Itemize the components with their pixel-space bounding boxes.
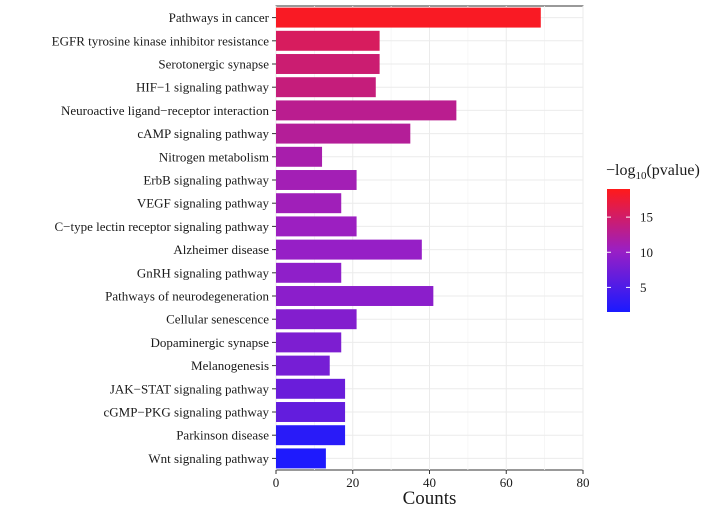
bar: [276, 30, 380, 51]
legend-ticks: 5 10 15: [607, 210, 653, 295]
x-tick-label: 20: [346, 475, 359, 490]
bar: [276, 193, 342, 214]
category-label: Serotonergic synapse: [158, 57, 269, 72]
x-tick-label: 60: [500, 475, 513, 490]
x-tick-label: 40: [423, 475, 436, 490]
category-label: VEGF signaling pathway: [137, 196, 270, 211]
category-label: Nitrogen metabolism: [159, 149, 269, 164]
bar: [276, 54, 380, 74]
bar: [276, 425, 346, 446]
category-label: Dopaminergic synapse: [150, 335, 269, 350]
category-label: ErbB signaling pathway: [143, 173, 269, 188]
category-label: Melanogenesis: [191, 358, 269, 373]
category-label: C−type lectin receptor signaling pathway: [54, 219, 269, 234]
category-label: Wnt signaling pathway: [148, 451, 269, 466]
category-label: Cellular senescence: [166, 312, 269, 327]
x-axis-title: Counts: [403, 488, 457, 509]
bar: [276, 378, 346, 399]
category-label: Alzheimer disease: [173, 242, 269, 257]
category-label: EGFR tyrosine kinase inhibitor resistanc…: [52, 33, 270, 48]
category-label: Parkinson disease: [176, 428, 269, 443]
bar: [276, 170, 357, 190]
bar: [276, 309, 357, 330]
category-label: cAMP signaling pathway: [137, 126, 269, 141]
x-axis-ticks: 0 20 40 60 80: [273, 470, 590, 490]
category-label: GnRH signaling pathway: [137, 265, 270, 280]
bar: [276, 146, 323, 167]
bar: [276, 448, 326, 469]
category-label: JAK−STAT signaling pathway: [110, 381, 270, 396]
bar: [276, 332, 342, 353]
legend-title: −log10(pvalue): [606, 162, 700, 182]
bar: [276, 286, 434, 306]
bar: [276, 262, 342, 283]
bar: [276, 216, 357, 237]
category-label: cGMP−PKG signaling pathway: [104, 405, 270, 420]
legend-tick-label: 15: [640, 210, 653, 225]
legend-title-sub: 10: [635, 170, 647, 182]
x-tick-label: 80: [577, 475, 590, 490]
legend-title-suffix: (pvalue): [646, 162, 699, 179]
category-label: Neuroactive ligand−receptor interaction: [61, 103, 270, 118]
bar: [276, 355, 330, 376]
legend-colorbar: [607, 189, 630, 312]
legend-tick-label: 5: [640, 280, 647, 295]
bar: [276, 77, 376, 98]
category-labels: Pathways in cancer EGFR tyrosine kinase i…: [52, 10, 276, 466]
bar: [276, 239, 422, 260]
bar: [276, 7, 541, 28]
legend-tick-label: 10: [640, 245, 653, 260]
bars: [276, 7, 541, 469]
category-label: Pathways of neurodegeneration: [105, 289, 269, 304]
category-label: Pathways in cancer: [169, 10, 270, 25]
x-tick-label: 0: [273, 475, 280, 490]
category-label: HIF−1 signaling pathway: [136, 80, 269, 95]
bar: [276, 402, 346, 422]
bar: [276, 123, 411, 144]
legend-title-prefix: −log: [606, 162, 635, 179]
bar: [276, 100, 457, 121]
